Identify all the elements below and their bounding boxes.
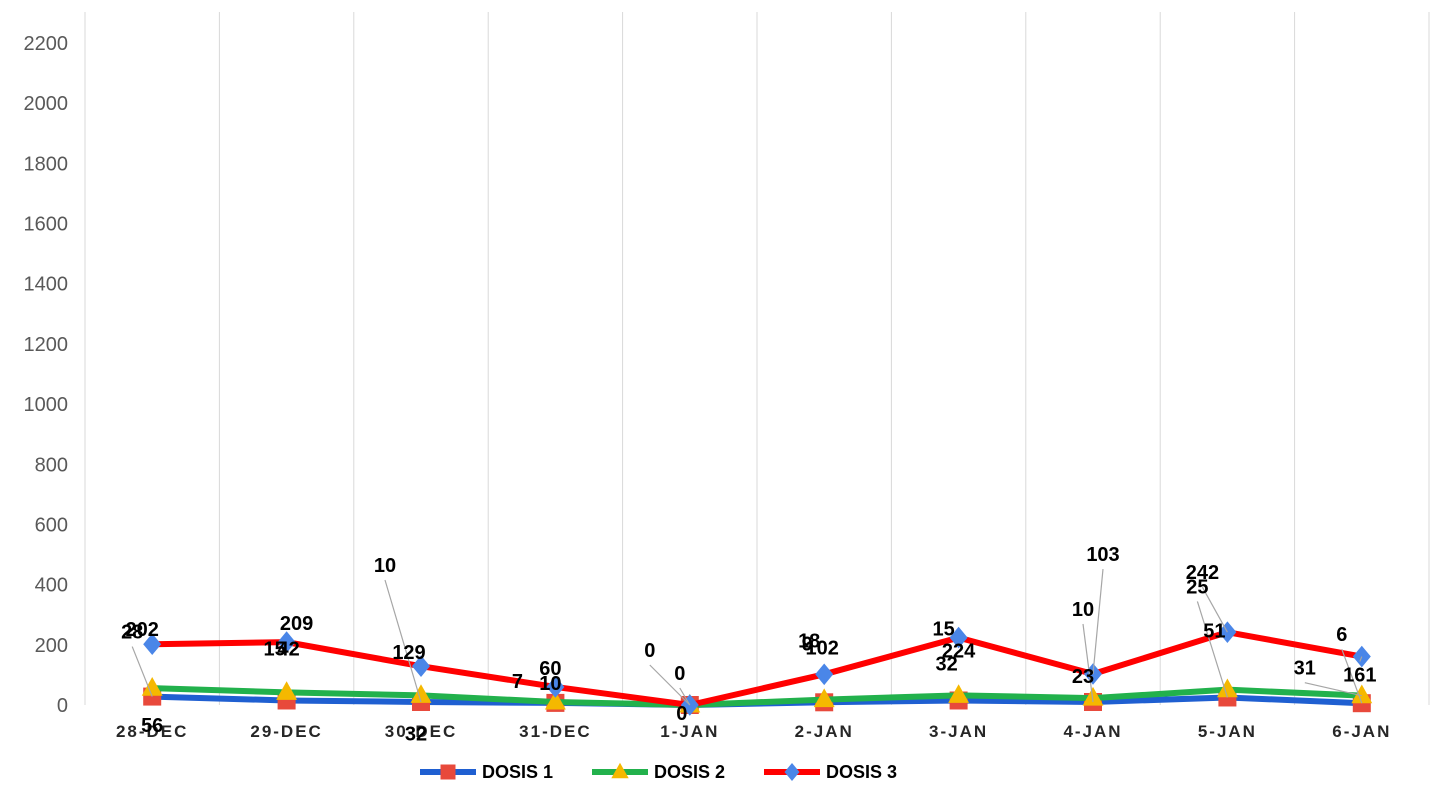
- data-label: 15: [263, 638, 285, 660]
- x-tick-label: 29-DEC: [250, 722, 322, 741]
- y-tick-label: 1200: [24, 334, 69, 356]
- x-tick-label: 5-JAN: [1198, 722, 1257, 741]
- data-label: 161: [1343, 665, 1376, 687]
- label-leader: [1201, 586, 1228, 633]
- y-tick-label: 600: [35, 514, 68, 536]
- legend-item: DOSIS 2: [592, 762, 725, 782]
- label-leader: [384, 579, 422, 703]
- data-label: 202: [126, 619, 159, 641]
- x-tick-label: 28-DEC: [116, 722, 188, 741]
- x-tick-label: 31-DEC: [519, 722, 591, 741]
- series-line: [152, 685, 1362, 708]
- data-label: 10: [1072, 599, 1094, 621]
- label-leader: [649, 664, 691, 706]
- data-label: 0: [674, 663, 685, 685]
- y-tick-label: 1000: [24, 394, 69, 416]
- label-leader: [1304, 682, 1362, 697]
- data-label: 28: [121, 622, 143, 644]
- y-tick-label: 1600: [24, 214, 69, 236]
- data-point: [546, 676, 565, 698]
- data-label: 0: [676, 703, 687, 725]
- data-labels: 28 15 10 7 0 9 15 10 25 6 56 42 32 10 0 18 32 23 51 31 202 20…: [121, 544, 1376, 745]
- data-label: 18: [798, 631, 820, 653]
- data-point: [1351, 684, 1373, 704]
- y-tick-label: 400: [35, 575, 68, 597]
- y-axis: 0 200 400 600 800 1000 1200 1400 1600 1800 2000 220…: [24, 33, 69, 717]
- data-point: [277, 631, 296, 653]
- data-label: 60: [539, 658, 561, 680]
- legend-label: DOSIS 1: [482, 762, 553, 782]
- gridlines: [84, 12, 1430, 705]
- y-tick-label: 0: [57, 695, 68, 717]
- data-point: [815, 663, 834, 686]
- label-leader: [1092, 568, 1104, 675]
- data-label: 9: [802, 633, 813, 655]
- data-point: [544, 690, 566, 710]
- y-tick-label: 200: [35, 635, 68, 657]
- data-point: [410, 684, 432, 703]
- label-leader: [1082, 623, 1094, 703]
- label-leader: [679, 687, 691, 706]
- x-tick-label: 1-JAN: [660, 722, 719, 741]
- legend-item: DOSIS 3: [764, 762, 897, 782]
- data-point: [948, 684, 970, 703]
- y-tick-label: 2200: [24, 33, 69, 55]
- data-label: 51: [1203, 621, 1225, 643]
- data-point: [813, 688, 835, 708]
- data-point: [143, 633, 162, 656]
- data-label: 31: [1294, 658, 1316, 680]
- y-tick-label: 800: [35, 454, 68, 476]
- data-label: 23: [1072, 666, 1094, 688]
- data-label: 129: [392, 642, 425, 664]
- x-tick-label: 30-DEC: [385, 722, 457, 741]
- data-label: 42: [277, 638, 299, 660]
- label-leaders: [131, 568, 1363, 706]
- data-label: 103: [1086, 544, 1119, 566]
- x-tick-label: 3-JAN: [929, 722, 988, 741]
- data-point: [611, 762, 629, 779]
- data-label: 242: [1186, 562, 1219, 584]
- data-label: 7: [512, 671, 523, 693]
- legend-label: DOSIS 3: [826, 762, 897, 782]
- data-label: 10: [374, 555, 396, 577]
- data-point: [412, 655, 430, 677]
- y-tick-label: 2000: [24, 93, 69, 115]
- legend-label: DOSIS 2: [654, 762, 725, 782]
- data-point: [276, 681, 298, 700]
- label-leader: [1196, 601, 1228, 698]
- data-label: 32: [405, 723, 427, 745]
- data-label: 32: [935, 653, 957, 675]
- x-axis: 28-DEC 29-DEC 30-DEC 31-DEC 1-JAN 2-JAN 3-JAN 4…: [116, 722, 1391, 741]
- series-line: [152, 629, 1363, 708]
- data-label: 209: [280, 613, 313, 635]
- y-tick-label: 1800: [24, 153, 69, 175]
- data-point: [1216, 678, 1238, 698]
- data-label: 224: [942, 641, 976, 663]
- data-label: 0: [644, 640, 655, 662]
- data-point: [784, 763, 800, 781]
- x-tick-label: 6-JAN: [1332, 722, 1391, 741]
- data-point: [1082, 686, 1104, 706]
- data-point: [949, 626, 968, 649]
- data-label: 6: [1336, 624, 1347, 646]
- data-label: 102: [806, 637, 839, 659]
- data-label: 15: [932, 618, 954, 640]
- series-group: [143, 621, 1371, 716]
- data-point: [141, 676, 163, 696]
- label-leader: [1341, 648, 1363, 704]
- data-label: 25: [1186, 576, 1208, 598]
- label-leader: [1359, 656, 1363, 662]
- series: [141, 621, 1373, 716]
- label-leader: [131, 646, 153, 697]
- y-tick-label: 1400: [24, 274, 69, 296]
- x-tick-label: 2-JAN: [795, 722, 854, 741]
- data-point: [440, 764, 456, 780]
- legend: DOSIS 1 DOSIS 2 DOSIS 3: [420, 762, 897, 782]
- legend-item: DOSIS 1: [420, 762, 553, 782]
- x-tick-label: 4-JAN: [1063, 722, 1122, 741]
- data-label: 56: [141, 715, 163, 737]
- data-label: 10: [539, 673, 561, 695]
